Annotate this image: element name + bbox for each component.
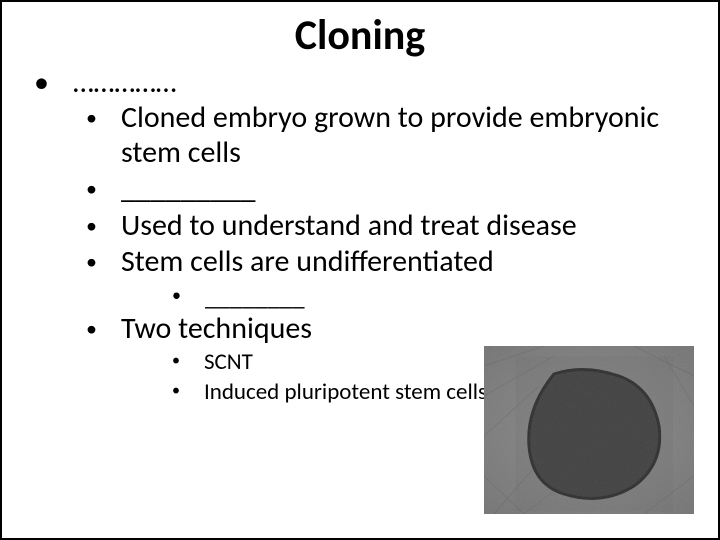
bullet-text: Stem cells are undifferentiated — [121, 245, 494, 280]
bullet-dot-icon: • — [172, 378, 180, 404]
bullet-dot-icon: • — [172, 282, 181, 309]
bullet-level2: • Stem cells are undifferentiated — [86, 245, 698, 280]
microscopy-image — [484, 346, 694, 514]
bullet-level3: • ________ — [172, 282, 698, 312]
bullet-dot-icon: • — [86, 209, 97, 242]
bullet-level2: • Cloned embryo grown to provide embryon… — [86, 101, 698, 170]
bullet-text: ________ — [205, 282, 305, 312]
bullet-text: SCNT — [204, 348, 253, 378]
bullet-dot-icon: • — [86, 245, 97, 278]
bullet-text: Induced pluripotent stem cells — [204, 378, 487, 408]
bullet-dot-icon: • — [172, 348, 180, 374]
bullet-level2: • Two techniques — [86, 312, 698, 347]
bullet-dot-icon: • — [34, 65, 49, 101]
bullet-text: Cloned embryo grown to provide embryonic… — [121, 101, 698, 170]
bullet-level2: • _________ — [86, 172, 698, 207]
slide-title: Cloning — [22, 10, 698, 61]
bullet-dot-icon: • — [86, 312, 97, 345]
bullet-text: …………… — [73, 65, 177, 101]
slide-container: Cloning • …………… • Cloned embryo grown to… — [0, 0, 720, 540]
bullet-text: Two techniques — [121, 312, 312, 347]
bullet-level2: • Used to understand and treat disease — [86, 209, 698, 244]
bullet-level1: • …………… — [34, 65, 698, 101]
bullet-dot-icon: • — [86, 101, 97, 134]
bullet-dot-icon: • — [86, 172, 97, 205]
bullet-text: _________ — [121, 172, 255, 207]
bullet-text: Used to understand and treat disease — [121, 209, 577, 244]
